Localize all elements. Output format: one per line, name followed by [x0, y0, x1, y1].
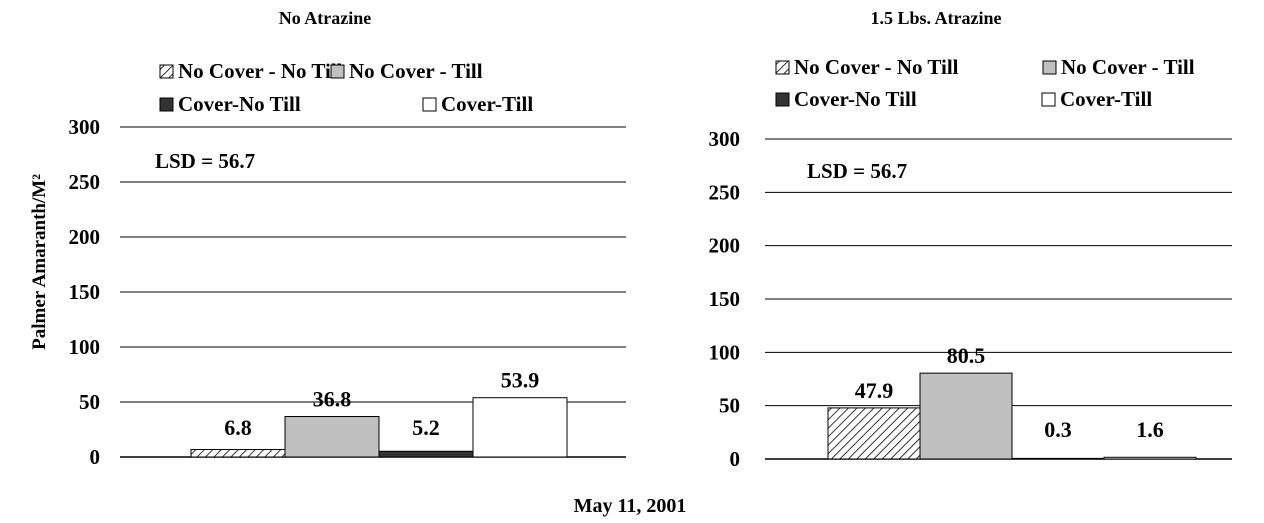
legend-swatch: [1041, 92, 1056, 107]
y-tick-label: 150: [69, 280, 101, 304]
legend-label: Cover-Till: [1060, 87, 1152, 111]
y-tick-label: 250: [69, 170, 101, 194]
legend-label: No Cover - Till: [1061, 55, 1195, 79]
lsd-annotation: LSD = 56.7: [155, 149, 255, 173]
data-label: 6.8: [224, 415, 252, 440]
bar: [1011, 457, 1105, 460]
chart-panel-right: 0 50 100 150 200 250 300 47.9 80.5 0.3 1.6 No Cover…: [709, 55, 1232, 471]
y-tick-label: 300: [69, 115, 101, 139]
bar: [284, 416, 380, 458]
chart-title-left: No Atrazine: [279, 8, 371, 28]
legend-swatch: [422, 97, 437, 112]
legend-swatch: [775, 92, 790, 107]
data-label: 80.5: [947, 343, 986, 368]
y-tick-label: 200: [69, 225, 101, 249]
bar: [1103, 456, 1197, 460]
data-label: 47.9: [855, 378, 894, 403]
y-tick-label: 100: [69, 335, 101, 359]
data-label: 5.2: [412, 415, 440, 440]
legend-label: Cover-No Till: [178, 92, 301, 116]
x-axis-date-label: May 11, 2001: [574, 495, 687, 517]
legend-swatch: [159, 64, 174, 79]
data-label: 1.6: [1136, 417, 1164, 442]
legend-label: Cover-No Till: [794, 87, 917, 111]
bar: [919, 372, 1013, 460]
y-tick-label: 100: [709, 340, 741, 364]
legend-label: No Cover - No Till: [178, 59, 343, 83]
y-tick-label: 0: [90, 445, 101, 469]
chart-title-right: 1.5 Lbs. Atrazine: [870, 8, 1001, 28]
bar: [472, 397, 568, 458]
y-tick-label: 250: [709, 180, 741, 204]
lsd-annotation: LSD = 56.7: [807, 159, 907, 183]
chart-panel-left: 0 50 100 150 200 250 300 6.8 36.8 5.2 53.9 No Cover…: [69, 59, 626, 469]
y-tick-label: 300: [709, 127, 741, 151]
data-label: 53.9: [501, 368, 540, 393]
data-label: 0.3: [1044, 417, 1072, 442]
legend-label: No Cover - Till: [349, 59, 483, 83]
bar: [378, 450, 474, 458]
bar: [827, 407, 921, 460]
legend-swatch: [775, 60, 790, 75]
y-tick-label: 0: [730, 447, 741, 471]
y-tick-label: 200: [709, 234, 741, 258]
legend-swatch: [1042, 60, 1057, 75]
legend-label: Cover-Till: [441, 92, 533, 116]
y-tick-label: 50: [79, 390, 100, 414]
legend-label: No Cover - No Till: [794, 55, 959, 79]
y-tick-label: 50: [719, 394, 740, 418]
bar: [190, 449, 286, 458]
data-label: 36.8: [313, 387, 352, 412]
y-axis-label: Palmer Amaranth/M²: [29, 174, 50, 350]
y-tick-label: 150: [709, 287, 741, 311]
legend-swatch: [159, 97, 174, 112]
legend-swatch: [330, 64, 345, 79]
